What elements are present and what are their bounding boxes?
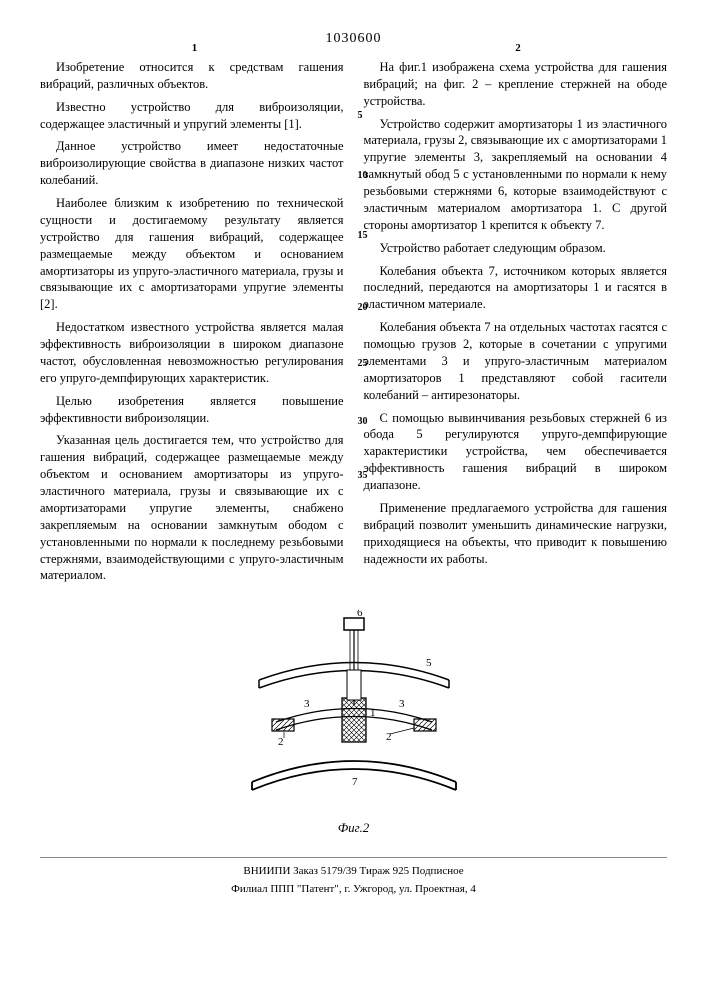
label-3l: 3 (304, 698, 310, 710)
label-2l: 2 (278, 736, 284, 748)
paragraph: На фиг.1 изображена схема устройства для… (364, 59, 668, 110)
footer-line2: Филиал ППП "Патент", г. Ужгород, ул. Про… (40, 882, 667, 897)
paragraph: Колебания объекта 7 на отдельных частота… (364, 319, 668, 403)
paragraph: Колебания объекта 7, источником которых … (364, 263, 668, 314)
paragraph: Известно устройство для виброизоляции, с… (40, 99, 344, 133)
line-number: 5 (358, 109, 363, 123)
label-1: 1 (370, 707, 376, 719)
paragraph: Применение предлагаемого устройства для … (364, 500, 668, 568)
paragraph: Наиболее близким к изобретению по технич… (40, 195, 344, 313)
left-col-number: 1 (192, 41, 198, 56)
text-columns: 1 Изобретение относится к средствам гаше… (40, 59, 667, 590)
right-col-number: 2 (515, 41, 521, 56)
left-column: 1 Изобретение относится к средствам гаше… (40, 59, 344, 590)
paragraph: Данное устройство имеет недостаточные ви… (40, 138, 344, 189)
paragraph: Изобретение относится к средствам гашени… (40, 59, 344, 93)
footer-line1: ВНИИПИ Заказ 5179/39 Тираж 925 Подписное (40, 857, 667, 879)
label-7: 7 (352, 776, 358, 788)
right-column: 2 На фиг.1 изображена схема устройства д… (364, 59, 668, 590)
doc-number: 1030600 (40, 30, 667, 49)
paragraph: Целью изобретения является повышение эфф… (40, 393, 344, 427)
paragraph: Указанная цель достигается тем, что устр… (40, 432, 344, 584)
paragraph: С помощью вывинчивания резьбовых стержне… (364, 410, 668, 494)
paragraph: Устройство содержит амортизаторы 1 из эл… (364, 116, 668, 234)
label-5: 5 (426, 657, 432, 669)
figure-caption: Фиг.2 (204, 819, 504, 837)
paragraph: Устройство работает следующим образом. (364, 240, 668, 257)
label-2r: 2 (386, 731, 392, 743)
label-6: 6 (357, 610, 363, 619)
figure-2: 6 5 3 3 2 2 1 7 Фиг.2 (204, 610, 504, 836)
figure-svg: 6 5 3 3 2 2 1 7 (204, 610, 504, 810)
paragraph: Недостатком известного устройства являет… (40, 319, 344, 387)
label-3r: 3 (399, 698, 405, 710)
